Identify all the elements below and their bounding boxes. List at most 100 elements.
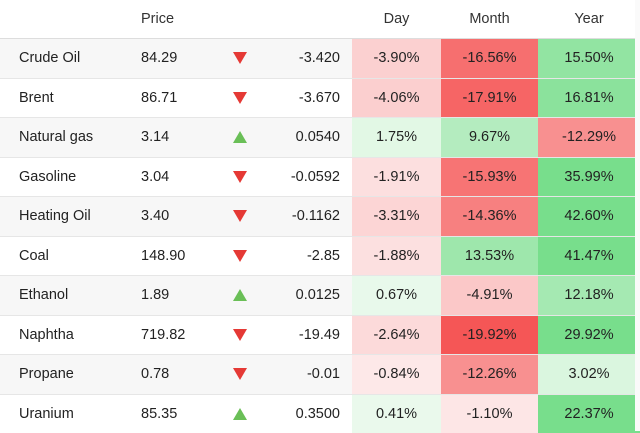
day-change: -3.31% <box>352 197 441 237</box>
triangle-up-icon <box>233 408 247 420</box>
header-price[interactable]: Price <box>122 0 218 39</box>
header-arrow <box>218 0 262 39</box>
change-value: 0.0540 <box>262 118 352 158</box>
day-change: -1.91% <box>352 157 441 197</box>
year-change: 12.18% <box>538 276 640 316</box>
scroll-edge <box>635 0 640 431</box>
day-change: 0.67% <box>352 276 441 316</box>
commodity-name: Uranium <box>0 394 122 433</box>
price-value: 85.35 <box>122 394 218 433</box>
triangle-down-icon <box>233 368 247 380</box>
direction <box>218 197 262 237</box>
commodity-name: Crude Oil <box>0 39 122 79</box>
direction <box>218 118 262 158</box>
change-value: -0.01 <box>262 355 352 395</box>
price-value: 1.89 <box>122 276 218 316</box>
month-change: -4.91% <box>441 276 538 316</box>
header-year[interactable]: Year <box>538 0 640 39</box>
price-value: 3.14 <box>122 118 218 158</box>
month-change: -16.56% <box>441 39 538 79</box>
month-change: -17.91% <box>441 78 538 118</box>
commodity-name: Natural gas <box>0 118 122 158</box>
price-value: 3.04 <box>122 157 218 197</box>
day-change: 0.41% <box>352 394 441 433</box>
commodity-name: Heating Oil <box>0 197 122 237</box>
month-change: 13.53% <box>441 236 538 276</box>
year-change: 41.47% <box>538 236 640 276</box>
change-value: -3.670 <box>262 78 352 118</box>
change-value: -3.420 <box>262 39 352 79</box>
year-change: 42.60% <box>538 197 640 237</box>
change-value: 0.0125 <box>262 276 352 316</box>
direction <box>218 276 262 316</box>
price-value: 719.82 <box>122 315 218 355</box>
year-change: 22.37% <box>538 394 640 433</box>
header-day[interactable]: Day <box>352 0 441 39</box>
day-change: -2.64% <box>352 315 441 355</box>
year-change: -12.29% <box>538 118 640 158</box>
table-header-row: Price Day Month Year <box>0 0 640 39</box>
header-month[interactable]: Month <box>441 0 538 39</box>
triangle-down-icon <box>233 52 247 64</box>
price-value: 84.29 <box>122 39 218 79</box>
direction <box>218 157 262 197</box>
price-value: 86.71 <box>122 78 218 118</box>
day-change: -3.90% <box>352 39 441 79</box>
triangle-down-icon <box>233 92 247 104</box>
day-change: -0.84% <box>352 355 441 395</box>
triangle-down-icon <box>233 250 247 262</box>
triangle-down-icon <box>233 329 247 341</box>
commodity-name: Naphtha <box>0 315 122 355</box>
month-change: -14.36% <box>441 197 538 237</box>
year-change: 35.99% <box>538 157 640 197</box>
price-value: 3.40 <box>122 197 218 237</box>
direction <box>218 394 262 433</box>
direction <box>218 39 262 79</box>
month-change: -15.93% <box>441 157 538 197</box>
direction <box>218 355 262 395</box>
change-value: 0.3500 <box>262 394 352 433</box>
commodity-name: Ethanol <box>0 276 122 316</box>
change-value: -0.0592 <box>262 157 352 197</box>
day-change: -1.88% <box>352 236 441 276</box>
change-value: -2.85 <box>262 236 352 276</box>
month-change: 9.67% <box>441 118 538 158</box>
change-value: -0.1162 <box>262 197 352 237</box>
month-change: -12.26% <box>441 355 538 395</box>
commodity-name: Gasoline <box>0 157 122 197</box>
header-change <box>262 0 352 39</box>
year-change: 3.02% <box>538 355 640 395</box>
triangle-down-icon <box>233 171 247 183</box>
triangle-up-icon <box>233 289 247 301</box>
year-change: 29.92% <box>538 315 640 355</box>
direction <box>218 236 262 276</box>
year-change: 16.81% <box>538 78 640 118</box>
direction <box>218 315 262 355</box>
day-change: 1.75% <box>352 118 441 158</box>
price-value: 148.90 <box>122 236 218 276</box>
commodity-name: Coal <box>0 236 122 276</box>
commodity-name: Propane <box>0 355 122 395</box>
price-value: 0.78 <box>122 355 218 395</box>
day-change: -4.06% <box>352 78 441 118</box>
triangle-down-icon <box>233 210 247 222</box>
header-name <box>0 0 122 39</box>
commodity-name: Brent <box>0 78 122 118</box>
month-change: -1.10% <box>441 394 538 433</box>
change-value: -19.49 <box>262 315 352 355</box>
month-change: -19.92% <box>441 315 538 355</box>
year-change: 15.50% <box>538 39 640 79</box>
triangle-up-icon <box>233 131 247 143</box>
